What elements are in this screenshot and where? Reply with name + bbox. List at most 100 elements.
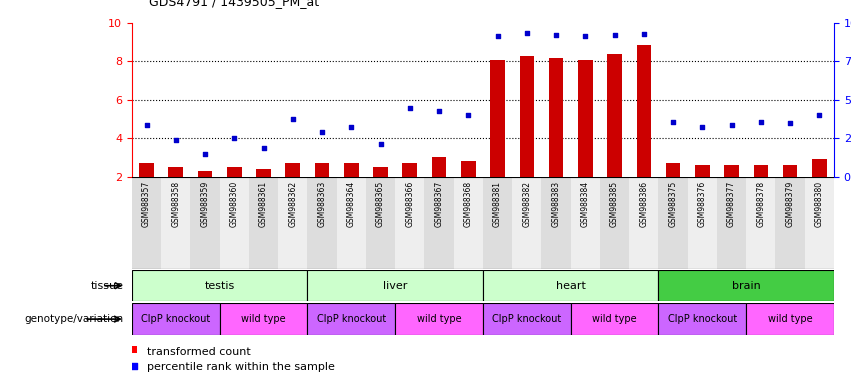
Point — [345, 124, 358, 130]
Bar — [775, 177, 805, 269]
Bar — [454, 177, 483, 269]
Bar — [461, 161, 476, 177]
Point — [754, 119, 768, 125]
Bar — [724, 165, 739, 177]
Bar — [490, 60, 505, 177]
Point — [549, 31, 563, 38]
Bar — [395, 303, 483, 335]
Text: GSM988360: GSM988360 — [230, 181, 239, 227]
Bar — [132, 270, 307, 301]
Text: GSM988384: GSM988384 — [581, 181, 590, 227]
Bar — [483, 303, 571, 335]
Bar — [519, 56, 534, 177]
Bar — [395, 177, 425, 269]
Point — [783, 120, 797, 126]
Point — [432, 108, 446, 114]
Point — [374, 141, 387, 147]
Bar — [278, 177, 307, 269]
Point — [666, 119, 680, 125]
Text: GSM988363: GSM988363 — [317, 181, 327, 227]
Text: wild type: wild type — [241, 314, 286, 324]
Point — [579, 33, 592, 40]
Bar — [483, 270, 659, 301]
Text: GSM988357: GSM988357 — [142, 181, 151, 227]
Point — [461, 112, 475, 118]
Bar — [783, 165, 797, 177]
Text: ClpP knockout: ClpP knockout — [141, 314, 210, 324]
Point — [520, 30, 534, 36]
Text: GSM988379: GSM988379 — [785, 181, 795, 227]
Bar — [374, 167, 388, 177]
Point — [608, 31, 621, 38]
Text: testis: testis — [204, 281, 235, 291]
Bar — [315, 163, 329, 177]
Text: GSM988368: GSM988368 — [464, 181, 473, 227]
Bar — [637, 45, 651, 177]
Bar — [168, 167, 183, 177]
Text: ClpP knockout: ClpP knockout — [492, 314, 562, 324]
Point — [169, 137, 183, 143]
Point — [128, 363, 141, 369]
Bar — [608, 54, 622, 177]
Bar — [220, 303, 307, 335]
Bar — [197, 171, 213, 177]
Bar — [549, 58, 563, 177]
Bar — [344, 163, 358, 177]
Text: GSM988366: GSM988366 — [405, 181, 414, 227]
Bar — [812, 159, 826, 177]
Bar — [578, 60, 592, 177]
Text: GSM988364: GSM988364 — [347, 181, 356, 227]
Text: transformed count: transformed count — [140, 347, 251, 357]
Point — [198, 151, 212, 157]
Text: GSM988375: GSM988375 — [669, 181, 677, 227]
Text: GSM988358: GSM988358 — [171, 181, 180, 227]
Bar — [695, 165, 710, 177]
Point — [286, 116, 300, 122]
Bar — [256, 169, 271, 177]
Text: GSM988365: GSM988365 — [376, 181, 385, 227]
Point — [315, 129, 328, 136]
Bar — [249, 177, 278, 269]
Bar — [805, 177, 834, 269]
Bar — [571, 303, 659, 335]
Text: percentile rank within the sample: percentile rank within the sample — [140, 362, 335, 372]
Bar — [753, 165, 768, 177]
Point — [227, 135, 241, 141]
Bar — [366, 177, 395, 269]
Text: ClpP knockout: ClpP knockout — [668, 314, 737, 324]
Bar — [337, 177, 366, 269]
Bar — [227, 167, 242, 177]
Bar — [629, 177, 659, 269]
Point — [140, 122, 153, 128]
Text: liver: liver — [383, 281, 408, 291]
Point — [257, 145, 271, 151]
Bar — [220, 177, 249, 269]
Bar — [191, 177, 220, 269]
Bar — [132, 303, 220, 335]
Bar — [659, 270, 834, 301]
Text: tissue: tissue — [90, 281, 123, 291]
Bar — [746, 177, 775, 269]
Text: GSM988377: GSM988377 — [727, 181, 736, 227]
Text: GSM988367: GSM988367 — [435, 181, 443, 227]
Text: GSM988381: GSM988381 — [493, 181, 502, 227]
Bar — [133, 346, 137, 353]
Bar — [541, 177, 571, 269]
Bar — [483, 177, 512, 269]
Point — [491, 33, 505, 40]
Point — [725, 122, 739, 128]
Bar — [132, 177, 161, 269]
Bar — [659, 303, 746, 335]
Bar — [307, 270, 483, 301]
Text: genotype/variation: genotype/variation — [25, 314, 123, 324]
Point — [403, 104, 417, 111]
Text: GSM988376: GSM988376 — [698, 181, 707, 227]
Bar — [403, 163, 417, 177]
Text: GSM988385: GSM988385 — [610, 181, 619, 227]
Bar — [431, 157, 447, 177]
Text: GSM988382: GSM988382 — [523, 181, 531, 227]
Text: GSM988386: GSM988386 — [639, 181, 648, 227]
Text: wild type: wild type — [592, 314, 637, 324]
Bar — [512, 177, 541, 269]
Text: wild type: wild type — [417, 314, 461, 324]
